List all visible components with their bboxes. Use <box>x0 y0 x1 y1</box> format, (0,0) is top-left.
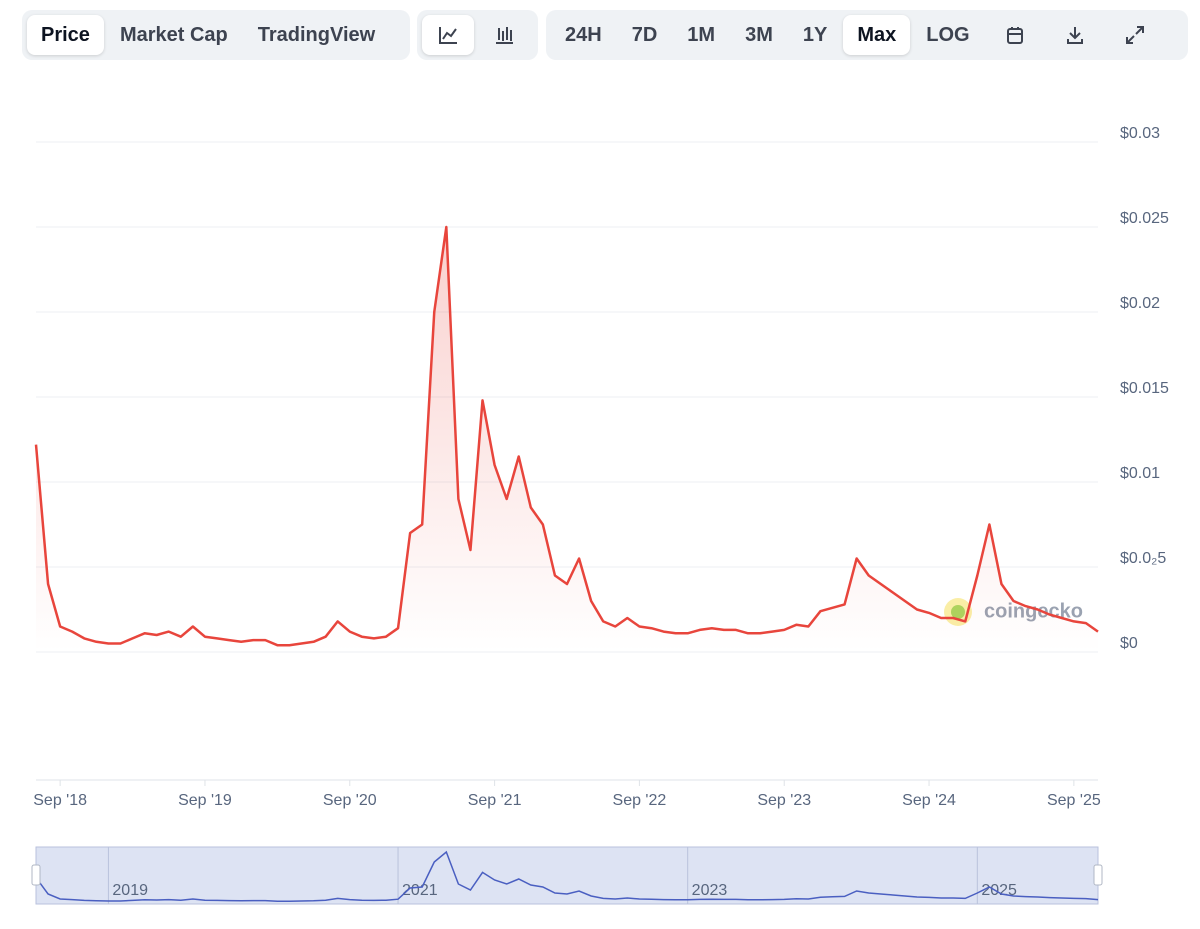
navigator-window <box>35 846 1099 905</box>
download-button[interactable] <box>1046 15 1104 55</box>
log-toggle[interactable]: LOG <box>926 23 970 46</box>
chart-type <box>417 10 538 60</box>
navigator-label: 2021 <box>402 882 438 899</box>
x-tick-label: Sep '18 <box>33 792 87 809</box>
navigator-label: 2019 <box>112 882 148 899</box>
range[interactable]: 1Y <box>802 23 828 46</box>
range[interactable]: 24H <box>565 23 602 46</box>
range[interactable]: 7D <box>631 23 658 46</box>
x-tick-label: Sep '19 <box>178 792 232 809</box>
navigator-label: 2025 <box>981 882 1017 899</box>
fullscreen-button[interactable] <box>1106 15 1164 55</box>
tab[interactable]: Price <box>27 15 104 55</box>
range[interactable]: 1M <box>687 23 716 46</box>
y-tick-label: $0 <box>1120 635 1138 652</box>
calendar-button[interactable] <box>986 15 1044 55</box>
range-tabs: 24H 7D 1M 3M 1Y Max LOG <box>546 10 1188 60</box>
x-tick-label: Sep '23 <box>757 792 811 809</box>
y-tick-label: $0.015 <box>1120 380 1169 397</box>
x-tick-label: Sep '20 <box>323 792 377 809</box>
tab[interactable]: TradingView <box>257 23 376 46</box>
navigator-handle <box>1093 864 1103 886</box>
view-tabs: Price Market Cap TradingView <box>22 10 410 60</box>
range[interactable]: 3M <box>745 23 773 46</box>
navigator-label: 2023 <box>692 882 728 899</box>
tab[interactable]: Market Cap <box>119 23 228 46</box>
y-tick-label: $0.0₂5 <box>1120 550 1166 567</box>
range[interactable]: Max <box>843 15 911 55</box>
y-tick-label: $0.025 <box>1120 210 1169 227</box>
candle-chart-button[interactable] <box>476 15 533 55</box>
x-tick-label: Sep '21 <box>468 792 522 809</box>
navigator-line <box>35 850 1099 902</box>
area <box>36 227 1098 652</box>
x-tick-label: Sep '22 <box>613 792 667 809</box>
y-tick-label: $0.02 <box>1120 295 1160 312</box>
x-tick-label: Sep '25 <box>1047 792 1101 809</box>
watermark-logo-inner <box>951 605 965 619</box>
navigator-handle <box>31 864 41 886</box>
line-chart-button[interactable] <box>422 15 474 55</box>
y-tick-label: $0.03 <box>1120 125 1160 142</box>
price-line <box>34 225 1099 647</box>
y-tick-label: $0.01 <box>1120 465 1160 482</box>
x-tick-label: Sep '24 <box>902 792 956 809</box>
